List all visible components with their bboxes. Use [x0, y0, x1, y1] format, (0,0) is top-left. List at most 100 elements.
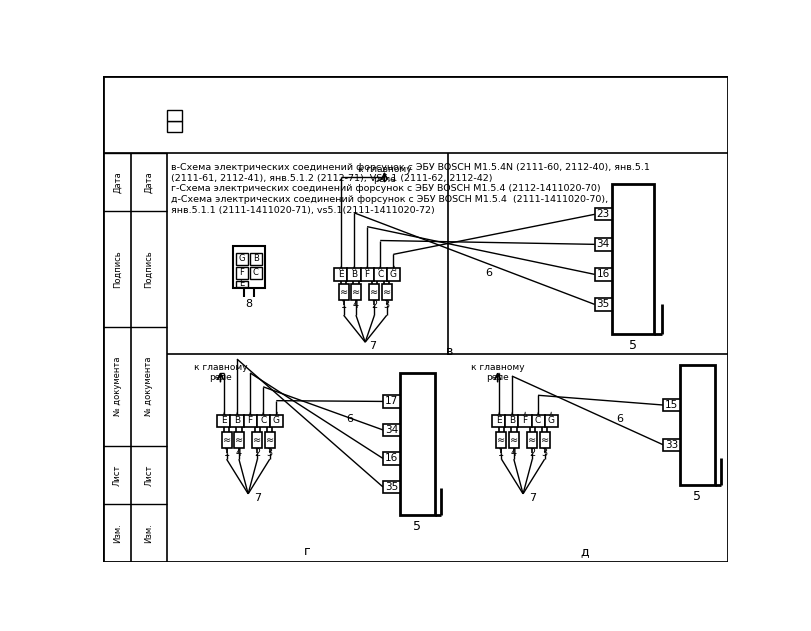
Text: 6: 6	[616, 414, 623, 424]
Bar	[243, 415, 256, 427]
Text: Подпись: Подпись	[144, 250, 153, 288]
Text: Лист: Лист	[113, 464, 122, 486]
Text: 33: 33	[665, 440, 678, 450]
Text: B: B	[508, 416, 515, 425]
Text: 7: 7	[254, 493, 261, 503]
Text: 23: 23	[597, 209, 610, 220]
Bar	[347, 268, 361, 281]
Text: ≺: ≺	[521, 410, 526, 416]
Bar	[545, 415, 558, 427]
Bar	[233, 246, 265, 288]
Bar	[250, 253, 262, 265]
Text: (2111-61, 2112-41), янв.5.1.2 (2112-71), VS5.1 (2111-62, 2112-42): (2111-61, 2112-41), янв.5.1.2 (2112-71),…	[171, 174, 492, 182]
Text: ≈: ≈	[352, 287, 360, 297]
Text: B: B	[234, 416, 240, 425]
Text: Лист: Лист	[144, 464, 153, 486]
Text: 34: 34	[597, 239, 610, 249]
Text: 3: 3	[542, 448, 547, 458]
Bar	[382, 285, 392, 300]
Text: г: г	[304, 545, 311, 558]
Bar	[383, 481, 400, 493]
Text: C: C	[535, 416, 541, 425]
Text: ≺: ≺	[547, 410, 553, 416]
Text: ≺: ≺	[534, 410, 540, 416]
Text: E: E	[239, 279, 245, 288]
Text: Подпись: Подпись	[113, 250, 122, 288]
Bar	[252, 432, 263, 447]
Text: E: E	[496, 416, 502, 425]
Text: 2: 2	[255, 448, 260, 458]
Text: 34: 34	[384, 425, 398, 435]
Bar	[663, 439, 680, 451]
Text: ≺: ≺	[220, 410, 225, 416]
Text: ≺: ≺	[376, 264, 382, 269]
Text: в: в	[446, 345, 453, 358]
Text: ≈: ≈	[371, 287, 379, 297]
Bar	[531, 415, 545, 427]
Text: 6: 6	[346, 414, 354, 424]
Bar	[334, 268, 347, 281]
Text: Изм.: Изм.	[144, 523, 153, 543]
Text: ≈: ≈	[340, 287, 348, 297]
Bar	[270, 415, 283, 427]
Bar	[250, 267, 262, 279]
Text: C: C	[377, 270, 384, 279]
Text: C: C	[260, 416, 266, 425]
Text: G: G	[272, 416, 280, 425]
Bar	[217, 415, 230, 427]
Text: 2: 2	[371, 300, 378, 310]
Text: ≈: ≈	[541, 435, 549, 445]
Text: F: F	[365, 270, 370, 279]
Text: ≈: ≈	[222, 435, 230, 445]
Text: г-Схема электрических соединений форсунок с ЭБУ BOSCH М1.5.4 (2112-1411020-70): г-Схема электрических соединений форсуно…	[171, 184, 601, 193]
Bar	[339, 285, 349, 300]
Text: F: F	[522, 416, 527, 425]
Text: ≺: ≺	[259, 410, 265, 416]
Text: № документа: № документа	[144, 357, 153, 416]
Text: ≈: ≈	[528, 435, 536, 445]
Text: 15: 15	[665, 400, 678, 410]
Bar	[539, 432, 550, 447]
Bar	[492, 415, 505, 427]
Text: 4: 4	[511, 448, 517, 458]
Bar	[680, 365, 714, 485]
Text: к главному
реле: к главному реле	[471, 363, 525, 382]
Text: F: F	[247, 416, 253, 425]
Text: ≺: ≺	[337, 264, 343, 269]
Bar	[594, 298, 611, 310]
Text: 2: 2	[529, 448, 535, 458]
Text: ≺: ≺	[363, 264, 369, 269]
Bar	[236, 281, 248, 286]
Text: 1: 1	[224, 448, 230, 458]
Text: Изм.: Изм.	[113, 523, 122, 543]
Text: ≺: ≺	[233, 410, 238, 416]
Bar	[236, 253, 248, 265]
Text: ≺: ≺	[389, 264, 395, 269]
Text: B: B	[253, 254, 259, 264]
Bar	[166, 110, 182, 121]
Bar	[594, 208, 611, 220]
Text: C: C	[253, 268, 259, 278]
Bar	[611, 184, 654, 334]
Text: 35: 35	[597, 300, 610, 309]
Bar	[594, 238, 611, 251]
Text: 5: 5	[693, 490, 702, 503]
Text: Дата: Дата	[113, 172, 122, 193]
Bar	[383, 395, 400, 408]
Bar	[234, 432, 244, 447]
Text: Дата: Дата	[144, 172, 153, 193]
Text: ≈: ≈	[510, 435, 518, 445]
Text: ≺: ≺	[350, 264, 356, 269]
Text: G: G	[547, 416, 555, 425]
Bar	[230, 415, 243, 427]
Bar	[508, 432, 519, 447]
Text: E: E	[338, 270, 344, 279]
Text: 3: 3	[267, 448, 272, 458]
Text: 5: 5	[629, 339, 637, 353]
Text: д: д	[581, 545, 589, 558]
Bar	[351, 285, 361, 300]
Text: д-Схема электрических соединений форсунок с ЭБУ BOSCH М1.5.4  (2111-1411020-70),: д-Схема электрических соединений форсуно…	[171, 195, 608, 204]
Text: 7: 7	[529, 493, 536, 503]
Text: в-Схема электрических соединений форсунок с ЭБУ BOSCH М1.5.4N (2111-60, 2112-40): в-Схема электрических соединений форсуно…	[171, 163, 650, 172]
Bar	[374, 268, 387, 281]
